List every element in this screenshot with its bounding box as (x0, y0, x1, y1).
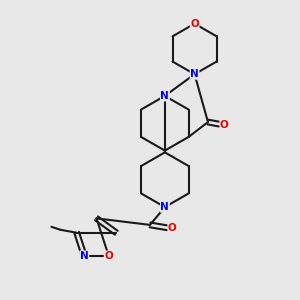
Text: N: N (80, 251, 88, 261)
Text: N: N (160, 91, 169, 101)
Text: O: O (190, 19, 199, 29)
Text: O: O (220, 120, 229, 130)
Text: O: O (168, 223, 177, 233)
Text: O: O (104, 251, 113, 261)
Text: N: N (190, 69, 199, 79)
Text: N: N (160, 202, 169, 212)
